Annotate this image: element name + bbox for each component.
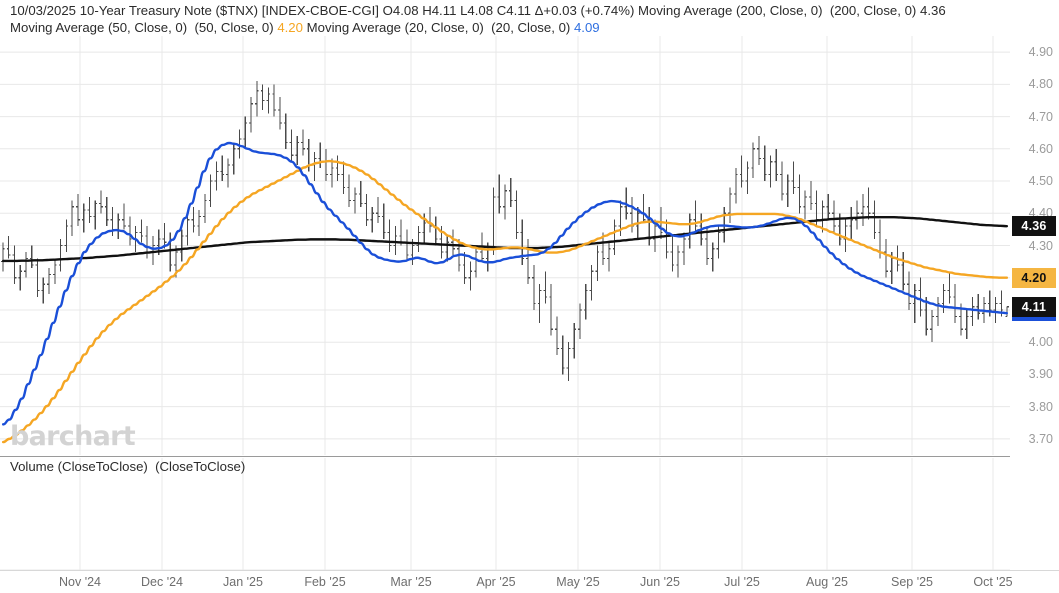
last-price-underline	[1012, 316, 1056, 321]
price-gridlines	[0, 36, 1010, 455]
ma20-legend-value: 4.09	[573, 20, 600, 35]
chart-header-line-1: 10/03/2025 10-Year Treasury Note ($TNX) …	[10, 2, 1050, 19]
ma200-marker[interactable]: 4.36	[1012, 216, 1056, 237]
price-axis[interactable]: 3.70 3.80 3.90 4.00 4.30 4.40 4.50 4.60 4.70 4.80…	[1010, 0, 1059, 571]
x-axis-tick: Feb '25	[304, 575, 346, 589]
volume-pane[interactable]	[0, 458, 1010, 571]
chart-header-line-2: Moving Average (50, Close, 0) (50, Close…	[10, 19, 1050, 36]
y-axis-tick: 4.50	[1028, 174, 1053, 189]
y-axis-tick: 4.30	[1028, 238, 1053, 253]
ohlc-bars	[1, 81, 1009, 381]
x-axis-tick: Dec '24	[141, 575, 183, 589]
ma20-legend-label[interactable]: Moving Average (20, Close, 0) (20, Close…	[306, 20, 571, 35]
y-axis-tick: 3.90	[1028, 367, 1053, 382]
ma-line-200	[1, 215, 1009, 263]
y-axis-tick: 4.70	[1028, 109, 1053, 124]
volume-pane-label: Volume (CloseToClose) (CloseToClose)	[10, 459, 246, 474]
chart-header: 10/03/2025 10-Year Treasury Note ($TNX) …	[10, 2, 1050, 36]
x-axis-tick: May '25	[556, 575, 600, 589]
xaxis-divider	[0, 570, 1059, 571]
x-axis-tick: Aug '25	[805, 575, 849, 589]
quote-date: 10/03/2025	[10, 3, 77, 18]
y-axis-tick: 4.80	[1028, 77, 1053, 92]
x-axis-tick: Jul '25	[724, 575, 760, 589]
ma50-marker[interactable]: 4.20	[1012, 267, 1056, 288]
x-axis-tick: Nov '24	[59, 575, 101, 589]
y-axis-tick: 4.60	[1028, 141, 1053, 156]
x-axis-tick: Jun '25	[640, 575, 680, 589]
x-axis-tick: Jan '25	[223, 575, 263, 589]
barchart-watermark: barchart	[10, 421, 136, 452]
ma50-legend-value: 4.20	[277, 20, 303, 35]
date-axis[interactable]: Nov '24 Dec '24 Jan '25 Feb '25 Mar '25 Apr '…	[0, 571, 1059, 593]
volume-plot	[0, 458, 1010, 571]
y-axis-tick: 3.80	[1028, 399, 1053, 414]
x-axis-tick: Apr '25	[476, 575, 516, 589]
x-axis-tick: Oct '25	[973, 575, 1013, 589]
y-axis-tick: 3.70	[1028, 431, 1053, 446]
x-axis-tick: Sep '25	[890, 575, 934, 589]
ma-line-500	[1, 159, 1009, 444]
ma200-legend-value: 4.36	[920, 3, 946, 18]
instrument-name: 10-Year Treasury Note ($TNX) [INDEX-CBOE…	[79, 3, 379, 18]
y-axis-tick: 4.00	[1028, 335, 1053, 350]
pane-divider	[0, 456, 1010, 457]
ma50-legend-label[interactable]: Moving Average (50, Close, 0) (50, Close…	[10, 20, 274, 35]
y-axis-tick: 4.90	[1028, 45, 1053, 60]
last-price-marker[interactable]: 4.11	[1012, 296, 1056, 321]
ma-line-200	[1, 141, 1009, 426]
volume-gridlines	[0, 458, 1010, 571]
x-axis-tick: Mar '25	[390, 575, 432, 589]
ma200-legend-label[interactable]: Moving Average (200, Close, 0) (200, Clo…	[638, 3, 917, 18]
price-pane[interactable]	[0, 36, 1010, 455]
price-plot	[0, 36, 1010, 455]
ohlc-summary: O4.08 H4.11 L4.08 C4.11 Δ+0.03 (+0.74%)	[382, 3, 635, 18]
